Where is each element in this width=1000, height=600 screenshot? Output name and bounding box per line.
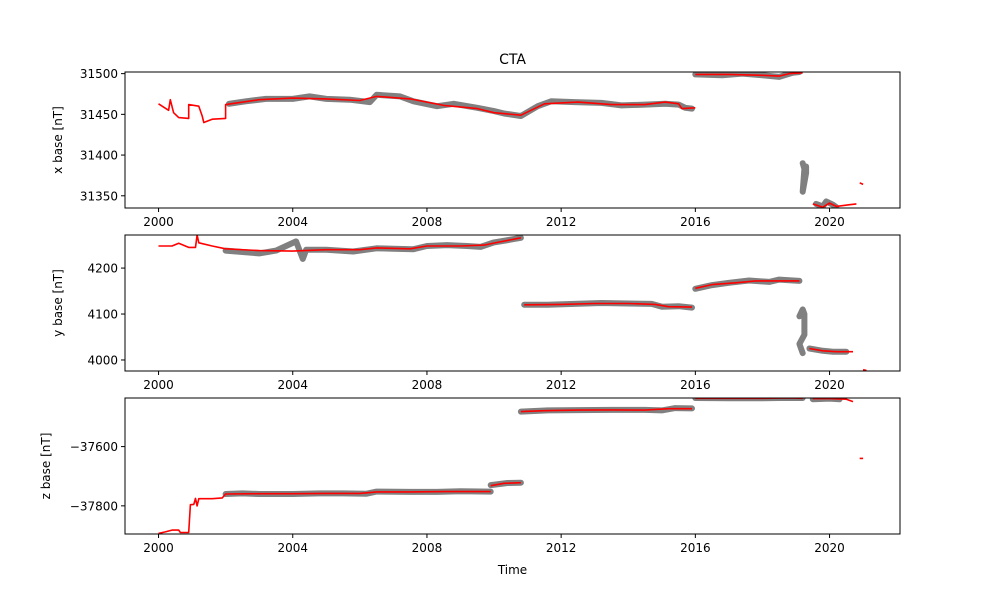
panel-x-x-tick-label: 2012 — [546, 215, 577, 229]
panel-z-line-segment — [490, 481, 521, 487]
panel-x-y-tick-label: 31400 — [80, 149, 118, 163]
panel-x-y-tick-label: 31450 — [80, 108, 118, 122]
panel-z-line-segment — [158, 490, 491, 534]
panel-z-x-tick-label: 2004 — [277, 541, 308, 555]
panel-z-y-tick-label: −37600 — [70, 440, 118, 454]
panel-y-y-tick-label: 4000 — [87, 353, 118, 367]
chart-title: CTA — [499, 52, 526, 68]
panel-x: 2000 2004 2008 2012 2016 2020 31350 31400 31450 3… — [51, 67, 901, 229]
panel-x-x-tick-label: 2016 — [680, 215, 711, 229]
panel-z-line-segment — [520, 407, 692, 413]
panel-y-line-segment — [809, 347, 853, 353]
panel-y-x-tick-label: 2016 — [680, 378, 711, 392]
panel-y-y-tick-label: 4200 — [87, 262, 118, 276]
panel-x-x-tick-label: 2004 — [277, 215, 308, 229]
panel-y-line-segment — [158, 235, 522, 252]
panel-y: 2000 2004 2008 2012 2016 2020 4000 4100 4200 y ba… — [51, 234, 901, 392]
panel-y-line-segment — [862, 368, 867, 371]
panel-y-line-segment — [695, 280, 800, 290]
panel-z-x-tick-label: 2012 — [546, 541, 577, 555]
panels: 2000 2004 2008 2012 2016 2020 31350 31400 31450 3… — [39, 67, 901, 555]
panel-y-x-tick-label: 2020 — [814, 378, 845, 392]
panel-y-x-tick-label: 2000 — [143, 378, 174, 392]
panel-z-x-tick-label: 2008 — [412, 541, 443, 555]
panel-x-frame — [124, 71, 901, 209]
panel-x-plot-area — [158, 72, 864, 208]
panel-x-line-segment — [158, 95, 696, 124]
panel-y-frame — [124, 234, 901, 372]
panel-z-frame — [124, 397, 901, 535]
panel-x-y-tick-label: 31500 — [80, 67, 118, 81]
panel-x-point-cluster — [799, 160, 810, 195]
panel-z-line-segment — [812, 398, 854, 403]
panel-x-y-axis-label: x base [nT] — [51, 106, 65, 174]
panel-z-x-tick-label: 2016 — [680, 541, 711, 555]
panel-y-line-segment — [524, 302, 693, 308]
panel-z-x-tick-label: 2000 — [143, 541, 174, 555]
panel-z: 2000 2004 2008 2012 2016 2020 −37600 −37800 z ba… — [39, 397, 901, 555]
panel-x-x-tick-label: 2000 — [143, 215, 174, 229]
panel-y-x-tick-label: 2008 — [412, 378, 443, 392]
panel-x-line-segment — [812, 202, 857, 208]
panel-y-y-axis-label: y base [nT] — [51, 269, 65, 337]
x-axis-label: Time — [497, 563, 527, 577]
panel-z-y-axis-label: z base [nT] — [39, 433, 53, 500]
panel-z-x-tick-label: 2020 — [814, 541, 845, 555]
panel-x-y-tick-label: 31350 — [80, 189, 118, 203]
panel-y-point-cluster — [796, 306, 808, 357]
panel-y-x-tick-label: 2012 — [546, 378, 577, 392]
panel-x-x-tick-label: 2008 — [412, 215, 443, 229]
panel-z-y-tick-label: −37800 — [70, 499, 118, 513]
panel-y-plot-area — [158, 235, 867, 371]
panel-x-x-tick-label: 2020 — [814, 215, 845, 229]
panel-y-x-tick-label: 2004 — [277, 378, 308, 392]
panel-x-line-segment — [859, 182, 864, 186]
panel-x-line-segment — [695, 72, 803, 77]
panel-y-y-tick-label: 4100 — [87, 308, 118, 322]
